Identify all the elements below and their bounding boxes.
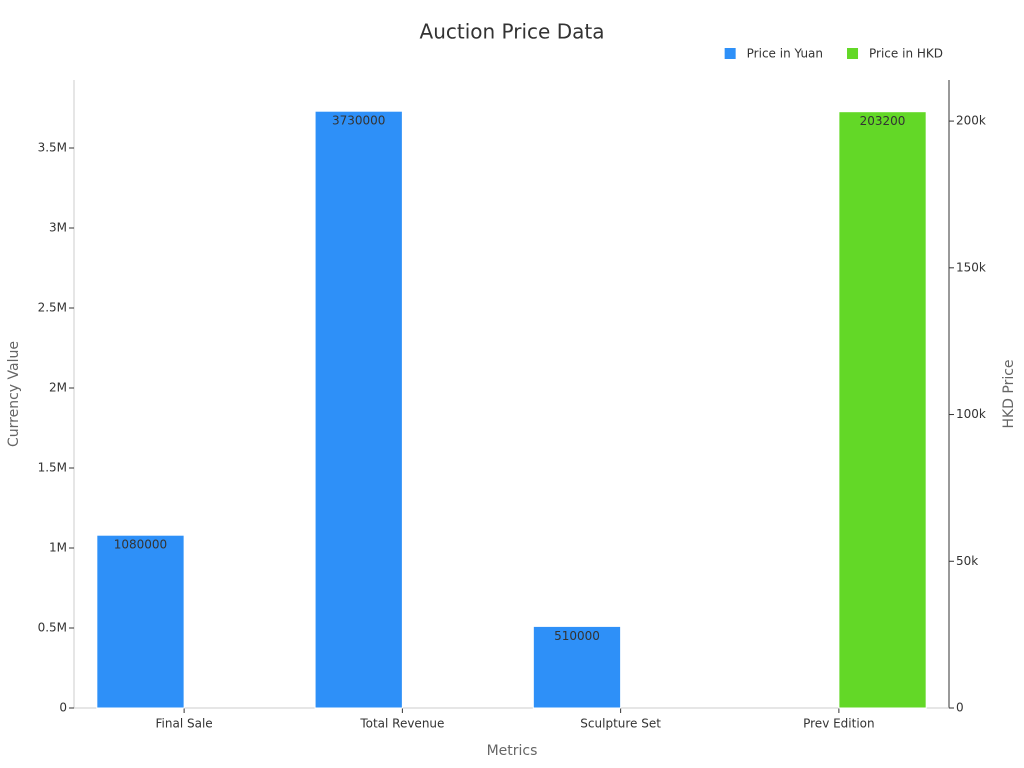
yticks-label: 1M	[49, 541, 67, 555]
bar	[96, 534, 185, 709]
yticks-label: 3.5M	[38, 141, 67, 155]
x-tick-label: Final Sale	[156, 717, 213, 731]
data-label: 3730000	[332, 114, 385, 128]
data-label: 1080000	[114, 538, 167, 552]
yticks-label: 2.5M	[38, 301, 67, 315]
bar	[314, 110, 403, 709]
x-tick-label: Prev Edition	[803, 717, 875, 731]
y2ticks-label: 0	[956, 701, 964, 715]
x-axis-label: Metrics	[487, 743, 538, 759]
legend-label: Price in HKD	[869, 47, 943, 61]
y2ticks-label: 50k	[956, 554, 978, 568]
y2ticks-label: 150k	[956, 260, 986, 274]
chart-title: Auction Price Data	[420, 20, 605, 44]
x-tick-label: Total Revenue	[359, 717, 444, 731]
yticks-label: 2M	[49, 381, 67, 395]
yticks-label: 0.5M	[38, 621, 67, 635]
y2ticks-label: 100k	[956, 407, 986, 421]
y2ticks-label: 200k	[956, 114, 986, 128]
legend-swatch	[847, 48, 859, 59]
data-label: 510000	[554, 629, 600, 643]
data-label: 203200	[860, 114, 906, 128]
yticks-label: 3M	[49, 221, 67, 235]
bar	[838, 111, 927, 709]
legend-swatch	[724, 48, 736, 59]
yticks-label: 1.5M	[38, 461, 67, 475]
x-tick-label: Sculpture Set	[580, 717, 661, 731]
y2-axis-label: HKD Price	[1001, 359, 1017, 428]
yticks-label: 0	[59, 701, 67, 715]
bar	[532, 625, 622, 709]
legend-label: Price in Yuan	[747, 47, 823, 61]
y-axis-label: Currency Value	[6, 341, 22, 447]
